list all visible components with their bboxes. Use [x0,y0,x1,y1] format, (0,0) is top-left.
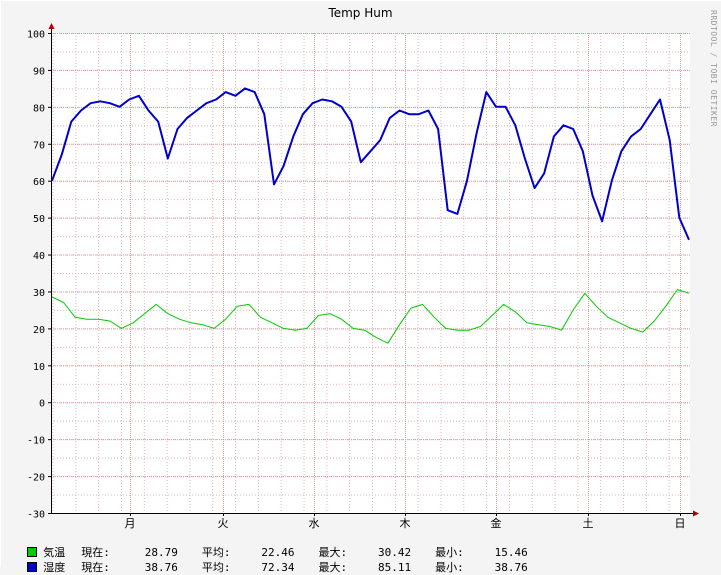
y-tick-label: 50 [33,214,45,225]
y-tick-label: 10 [33,362,45,373]
legend-row-humidity: 湿度 現在: 38.76 平均: 72.34 最大: 85.11 最小: 38.76 [14,546,528,575]
x-tick-label: 木 [400,517,411,530]
chart-title: Temp Hum [328,6,393,20]
watermark: RRDTOOL / TOBI OETIKER [709,10,718,127]
legend-row-temp: 気温 現在: 28.79 平均: 22.46 最大: 30.42 最小: 15.46 [14,531,528,560]
legend-min-value: 38.76 [494,561,528,574]
legend-avg-value: 22.46 [261,546,295,559]
legend-cur-value: 28.79 [144,546,178,559]
y-tick-label: 90 [33,66,45,77]
legend-cur-label: 現在: [81,546,110,559]
y-axis-arrow [48,23,55,29]
legend-avg-label: 平均: [201,546,231,559]
y-tick-label: -30 [27,510,45,521]
x-tick-label: 日 [675,517,686,530]
legend-series-name: 湿度 [43,561,66,574]
legend-avg-value: 72.34 [261,561,295,574]
legend-max-label: 最大: [318,546,348,559]
x-tick-label: 火 [218,517,229,530]
x-tick-label: 土 [583,517,594,530]
legend-swatch [27,562,38,572]
legend-max-label: 最大: [318,561,348,574]
legend-avg-label: 平均: [201,561,231,574]
y-tick-label: -10 [27,436,45,447]
x-tick-label: 月 [125,517,136,530]
legend-series-name: 気温 [43,546,66,559]
y-tick-label: 60 [33,177,45,188]
legend-swatch [27,547,38,557]
legend-cur-value: 38.76 [144,561,178,574]
y-tick-label: 100 [27,30,45,41]
legend-cur-label: 現在: [81,561,110,574]
series-line-humidity [51,87,690,241]
legend-min-value: 15.46 [494,546,528,559]
legend-max-value: 30.42 [378,546,412,559]
y-tick-label: 40 [33,251,45,262]
y-tick-label: 20 [33,325,45,336]
plot-area [51,33,690,513]
x-tick-label: 水 [309,517,320,530]
legend-min-label: 最小: [435,561,464,574]
x-axis-arrow [693,510,699,517]
series-line-temperature [51,289,690,344]
legend-max-value: 85.11 [378,561,412,574]
y-tick-label: 70 [33,140,45,151]
y-tick-label: 30 [33,288,45,299]
x-tick-label: 金 [491,516,502,530]
y-tick-label: 0 [39,399,45,410]
y-tick-label: 80 [33,103,45,114]
legend-min-label: 最小: [435,546,464,559]
y-tick-label: -20 [27,473,45,484]
